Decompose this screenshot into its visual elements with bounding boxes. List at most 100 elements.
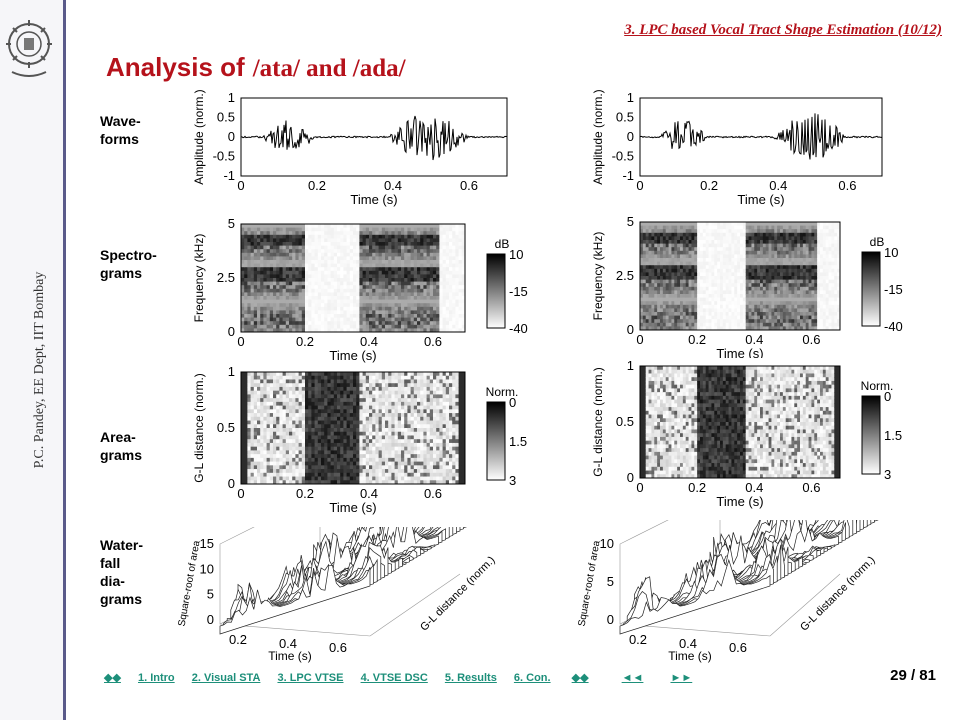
z-axis-label: Square-root of area (177, 539, 203, 627)
colorbar-title: dB (870, 235, 885, 249)
author-credit: P.C. Pandey, EE Dept, IIT Bombay (32, 271, 47, 469)
z-tick-label: 15 (200, 536, 214, 551)
x-tick-label: 0.2 (688, 480, 706, 495)
colorbar-tick-label: -15 (884, 282, 903, 297)
x-tick-label: 0.4 (360, 486, 378, 501)
nav-item-intro[interactable]: 1. Intro (137, 672, 175, 684)
z-tick-label: 5 (607, 574, 614, 589)
colorbar-title: Norm. (486, 385, 519, 399)
colorbar-tick-label: 0 (509, 395, 516, 410)
area-image (640, 366, 841, 479)
y-axis-label: Amplitude (norm.) (591, 89, 605, 184)
x-tick-label: 0 (636, 480, 643, 495)
x-tick-label: 0.4 (769, 178, 787, 193)
x-tick-label: 0.6 (838, 178, 856, 193)
y-tick-label: 5 (627, 214, 634, 229)
x-tick-label: 0.4 (679, 636, 697, 651)
spectrogram-ada: 5 2.5 00 0.2 0.4 0.6 Time (s) Frequency (kHz) dB… (582, 214, 920, 364)
z-tick-label: 10 (600, 536, 614, 551)
z-axis-label: Square-root of area (577, 539, 603, 627)
y-tick-label: 0 (228, 324, 235, 339)
nav-item-vtse-dsc[interactable]: 4. VTSE DSC (360, 672, 428, 684)
colorbar-tick-label: 3 (884, 467, 891, 482)
x-tick-label: 0.6 (424, 334, 442, 349)
nav-item-conclusion[interactable]: 6. Con. (513, 672, 551, 684)
colorbar-tick-label: 3 (509, 473, 516, 488)
y-tick-label: 1 (228, 364, 235, 379)
title-phonemes: /ata/ and /ada/ (252, 55, 406, 82)
colorbar (486, 401, 506, 481)
x-tick-label: 0.2 (688, 332, 706, 347)
y-axis-label: Amplitude (norm.) (192, 89, 206, 184)
x-tick-label: 0.6 (460, 178, 478, 193)
x-axis-label: Time (s) (329, 348, 376, 363)
y-tick-label: 0 (627, 322, 634, 337)
y-axis-label: G-L distance (norm.) (798, 554, 878, 634)
waterfall-diagram-ata: 15 10 5 0 0.2 0.4 0.6 Time (s) Square-root of ar… (160, 527, 500, 664)
y-axis-label: Frequency (kHz) (192, 234, 206, 323)
colorbar-title: dB (495, 237, 510, 251)
spectrogram-ata: 5 2.5 00 0.2 0.4 0.6 Time (s) Frequency (kHz) dB… (183, 216, 545, 366)
y-tick-label: 0 (228, 129, 235, 144)
row-label-areagrams: Area- grams (100, 429, 143, 463)
nav-end-link[interactable]: ◆◆ (571, 672, 589, 684)
x-tick-label: 0 (237, 334, 244, 349)
x-tick-label: 0.2 (229, 632, 247, 647)
y-tick-label: 5 (228, 216, 235, 231)
y-tick-label: 2.5 (217, 270, 235, 285)
x-tick-label: 0.6 (424, 486, 442, 501)
nav-prev-link[interactable]: ◄◄ (621, 672, 644, 684)
nav-item-lpc-vtse[interactable]: 3. LPC VTSE (277, 672, 344, 684)
y-tick-label: 0 (228, 476, 235, 491)
nav-item-results[interactable]: 5. Results (444, 672, 497, 684)
nav-next-link[interactable]: ►► (670, 672, 693, 684)
page-number: 29 / 81 (890, 667, 936, 684)
y-tick-label: 0.5 (217, 110, 235, 125)
page-title: Analysis of/ata/ and /ada/ (106, 52, 406, 83)
row-label-spectrograms: Spectro- grams (100, 247, 157, 281)
nav-home-link[interactable]: ◆◆ (104, 672, 121, 684)
x-tick-label: 0.4 (279, 636, 297, 651)
x-tick-label: 0 (237, 178, 244, 193)
y-axis-label: G-L distance (norm.) (418, 554, 498, 634)
colorbar-tick-label: 10 (509, 247, 523, 262)
x-tick-label: 0.4 (360, 334, 378, 349)
x-axis-label: Time (s) (737, 192, 784, 207)
colorbar-tick-label: -40 (884, 319, 903, 334)
colorbar-tick-label: -15 (509, 284, 528, 299)
x-axis-label: Time (s) (668, 649, 712, 663)
x-tick-label: 0.6 (802, 480, 820, 495)
section-title[interactable]: 3. LPC based Vocal Tract Shape Estimatio… (624, 22, 942, 38)
x-tick-label: 0 (636, 332, 643, 347)
z-tick-label: 0 (207, 612, 214, 627)
colorbar-tick-label: 1.5 (884, 428, 902, 443)
y-tick-label: 1 (228, 90, 235, 105)
z-tick-label: 0 (607, 612, 614, 627)
row-label-waterfall: Water- fall dia- grams (100, 537, 144, 607)
y-tick-label: 0.5 (217, 420, 235, 435)
x-tick-label: 0.6 (329, 640, 347, 655)
x-axis-label: Time (s) (350, 192, 397, 207)
y-axis-label: Frequency (kHz) (591, 232, 605, 321)
y-tick-label: 1 (627, 358, 634, 373)
waterfall-diagram-ada: 10 5 0 0.2 0.4 0.6 Time (s) Square-root of area… (560, 520, 880, 664)
navigation-bar: ◆◆ 1. Intro 2. Visual STA 3. LPC VTSE 4.… (104, 671, 706, 684)
y-tick-label: 0 (627, 470, 634, 485)
colorbar-title: Norm. (861, 379, 894, 393)
waveform-trace (639, 113, 883, 160)
y-tick-label: 0.5 (616, 110, 634, 125)
colorbar (486, 253, 506, 329)
z-tick-label: 10 (200, 561, 214, 576)
waterfall-surface (619, 520, 879, 637)
side-band: P.C. Pandey, EE Dept, IIT Bombay (0, 0, 66, 720)
y-axis-label: G-L distance (norm.) (192, 373, 206, 483)
x-tick-label: 0.2 (700, 178, 718, 193)
nav-item-visual-sta[interactable]: 2. Visual STA (191, 672, 261, 684)
y-tick-label: -0.5 (213, 149, 235, 164)
colorbar-tick-label: 10 (884, 245, 898, 260)
y-tick-label: 2.5 (616, 268, 634, 283)
y-tick-label: -0.5 (612, 149, 634, 164)
